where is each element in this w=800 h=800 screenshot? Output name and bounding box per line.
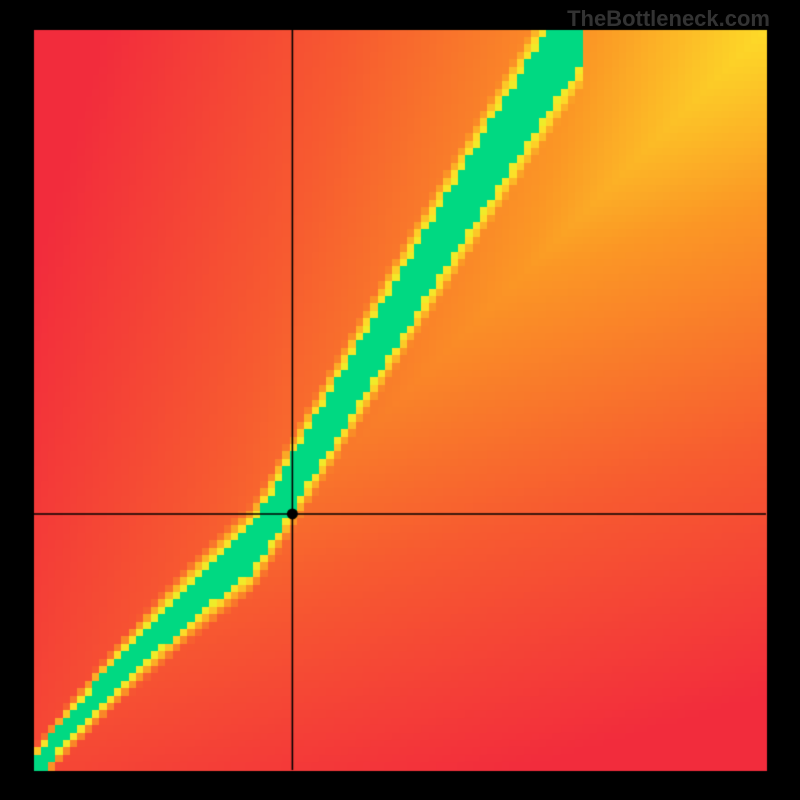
watermark-text: TheBottleneck.com [567,6,770,32]
heatmap-canvas [0,0,800,800]
bottleneck-chart: TheBottleneck.com [0,0,800,800]
